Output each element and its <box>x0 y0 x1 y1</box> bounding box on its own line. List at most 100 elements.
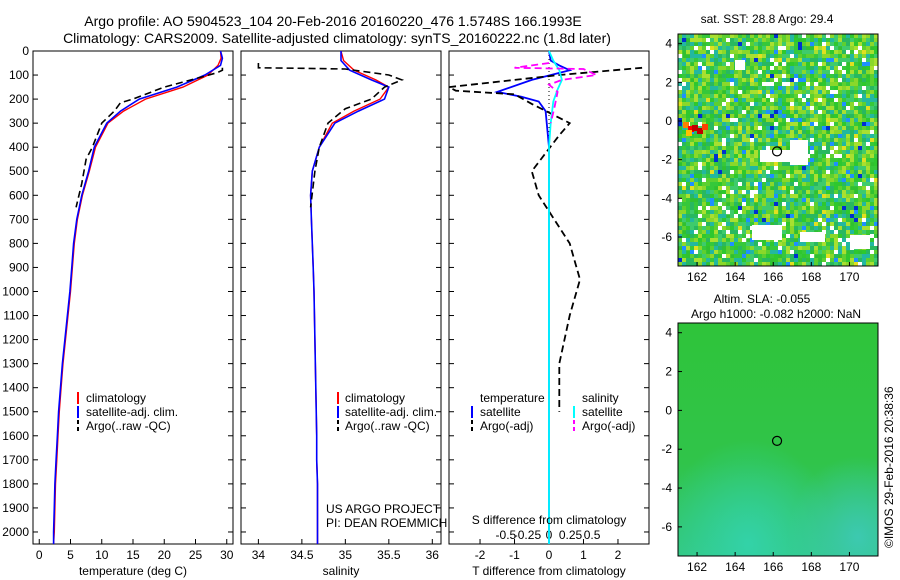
sst-cell <box>830 174 835 179</box>
sst-cell <box>838 178 843 183</box>
sst-cell <box>802 38 807 43</box>
sst-cell <box>706 130 711 135</box>
sst-cell <box>722 186 727 191</box>
sst-cell <box>738 142 743 147</box>
sst-cell <box>738 106 743 111</box>
sst-cell <box>854 214 859 219</box>
sst-cell <box>786 214 791 219</box>
depth-tick-label: 900 <box>9 260 29 274</box>
sst-cell <box>850 158 855 163</box>
sst-cell <box>794 58 799 63</box>
depth-tick-label: 2000 <box>2 525 29 539</box>
sst-cell <box>778 198 783 203</box>
sst-cell <box>818 66 823 71</box>
sst-cell <box>722 122 727 127</box>
sst-cell <box>686 210 691 215</box>
sst-cell <box>750 206 755 211</box>
sst-cell <box>762 134 767 139</box>
sst-cell <box>830 198 835 203</box>
sst-cell <box>730 238 735 243</box>
sst-cell <box>682 234 687 239</box>
sst-cell <box>706 230 711 235</box>
sst-cell <box>702 206 707 211</box>
sst-cell <box>870 222 875 227</box>
sst-cell <box>874 174 879 179</box>
sst-cell <box>754 122 759 127</box>
sst-cell <box>806 142 811 147</box>
sst-cell <box>698 86 703 91</box>
sst-cell <box>754 74 759 79</box>
sst-cell <box>766 66 771 71</box>
sst-cell <box>810 102 815 107</box>
sst-cell <box>810 154 815 159</box>
sst-cell <box>734 190 739 195</box>
sst-cell <box>818 214 823 219</box>
sst-cell <box>682 118 687 123</box>
sst-cell <box>726 110 731 115</box>
sst-cell <box>714 158 719 163</box>
sst-cell <box>698 198 703 203</box>
sst-cell <box>726 226 731 231</box>
sst-cell <box>726 150 731 155</box>
sst-cell <box>838 174 843 179</box>
sst-cell <box>810 190 815 195</box>
sst-cell <box>730 118 735 123</box>
sst-cell <box>834 74 839 79</box>
sst-cell <box>854 54 859 59</box>
salinity-axis-label: salinity <box>323 564 360 578</box>
sst-cell <box>850 190 855 195</box>
sst-cell <box>866 50 871 55</box>
sst-cell <box>854 258 859 263</box>
sst-cell <box>686 166 691 171</box>
map-y-tick-label: 2 <box>665 365 672 379</box>
sst-cell <box>710 206 715 211</box>
sst-cell <box>822 226 827 231</box>
sst-cell <box>806 158 811 163</box>
sst-cell <box>690 130 695 135</box>
sst-cell <box>734 206 739 211</box>
sst-cell <box>706 178 711 183</box>
sst-cell <box>798 46 803 51</box>
sst-cell <box>750 118 755 123</box>
sst-cell <box>738 230 743 235</box>
sst-cell <box>834 50 839 55</box>
sst-cell <box>786 142 791 147</box>
sst-cell <box>730 242 735 247</box>
sst-cell <box>858 174 863 179</box>
sst-cell <box>798 134 803 139</box>
sst-cell <box>722 102 727 107</box>
sst-cell <box>810 186 815 191</box>
sst-cell <box>694 234 699 239</box>
sst-cell <box>738 78 743 83</box>
sst-cell <box>734 86 739 91</box>
sst-cell <box>750 258 755 263</box>
sst-cell <box>730 158 735 163</box>
sst-cell <box>830 226 835 231</box>
sst-cell <box>810 38 815 43</box>
sst-cell <box>850 74 855 79</box>
depth-tick-label: 1300 <box>2 357 29 371</box>
sst-cell <box>866 218 871 223</box>
sst-cell <box>690 170 695 175</box>
sst-cell <box>862 62 867 67</box>
sst-cell <box>874 198 879 203</box>
sst-cell <box>690 86 695 91</box>
sst-cell <box>862 226 867 231</box>
sst-cell <box>758 102 763 107</box>
sst-cell <box>722 118 727 123</box>
sst-cell <box>790 210 795 215</box>
sst-cell <box>718 138 723 143</box>
sst-cell <box>706 98 711 103</box>
sst-cell <box>850 182 855 187</box>
sst-cell <box>682 170 687 175</box>
sst-cell <box>746 254 751 259</box>
sst-cell <box>838 158 843 163</box>
sst-cell <box>862 150 867 155</box>
sst-cell <box>834 54 839 59</box>
sst-cell <box>862 210 867 215</box>
sst-cell <box>678 210 683 215</box>
sst-cell <box>710 234 715 239</box>
sst-cell <box>750 242 755 247</box>
sst-cell <box>710 162 715 167</box>
sst-cell <box>706 114 711 119</box>
